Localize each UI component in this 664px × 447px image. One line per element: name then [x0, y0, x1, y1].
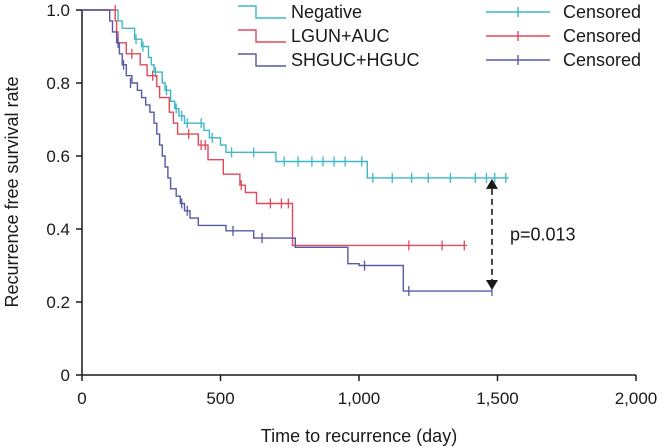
y-tick-label: 0.8 [46, 74, 70, 93]
annotation-arrowhead-bottom [485, 280, 498, 291]
x-tick-label: 500 [206, 389, 234, 408]
x-tick-label: 2,000 [615, 389, 658, 408]
x-tick-label: 0 [77, 389, 86, 408]
legend-label-lgun-auc: LGUN+AUC [291, 26, 390, 46]
legend-censored-label: Censored [563, 26, 641, 46]
x-tick-label: 1,500 [476, 389, 519, 408]
series-line-negative [82, 9, 509, 179]
annotation-arrowhead-top [485, 178, 498, 189]
legend-censored-label: Censored [563, 50, 641, 70]
series-line-shguc-hguc [82, 9, 492, 292]
x-axis-title: Time to recurrence (day) [261, 426, 457, 446]
legend-swatch-negative [238, 5, 286, 19]
annotation-group: p=0.013 [485, 178, 576, 291]
y-axis-title: Recurrence free survival rate [2, 76, 22, 307]
y-tick-label: 0.4 [46, 220, 70, 239]
legend-group: Negative Censored LGUN+AUC Censored SHGUC+HG… [238, 2, 641, 70]
legend-label-negative: Negative [291, 2, 362, 22]
p-value-label: p=0.013 [510, 224, 576, 244]
y-tick-label: 0.6 [46, 147, 70, 166]
y-tick-label: 0 [61, 366, 70, 385]
legend-label-shguc-hguc: SHGUC+HGUC [291, 50, 420, 70]
legend-censored-label: Censored [563, 2, 641, 22]
series-group [82, 5, 509, 297]
y-tick-label: 1.0 [46, 1, 70, 20]
y-tick-label: 0.2 [46, 293, 70, 312]
legend-swatch-lgun-auc [238, 29, 286, 43]
x-tick-label: 1,000 [338, 389, 381, 408]
series-line-lgun-auc [82, 9, 467, 247]
legend-swatch-shguc-hguc [238, 53, 286, 67]
axes-group: 0 500 1,000 1,500 2,000 0 0.2 0.4 0.6 0.8 1.0 [46, 1, 657, 408]
